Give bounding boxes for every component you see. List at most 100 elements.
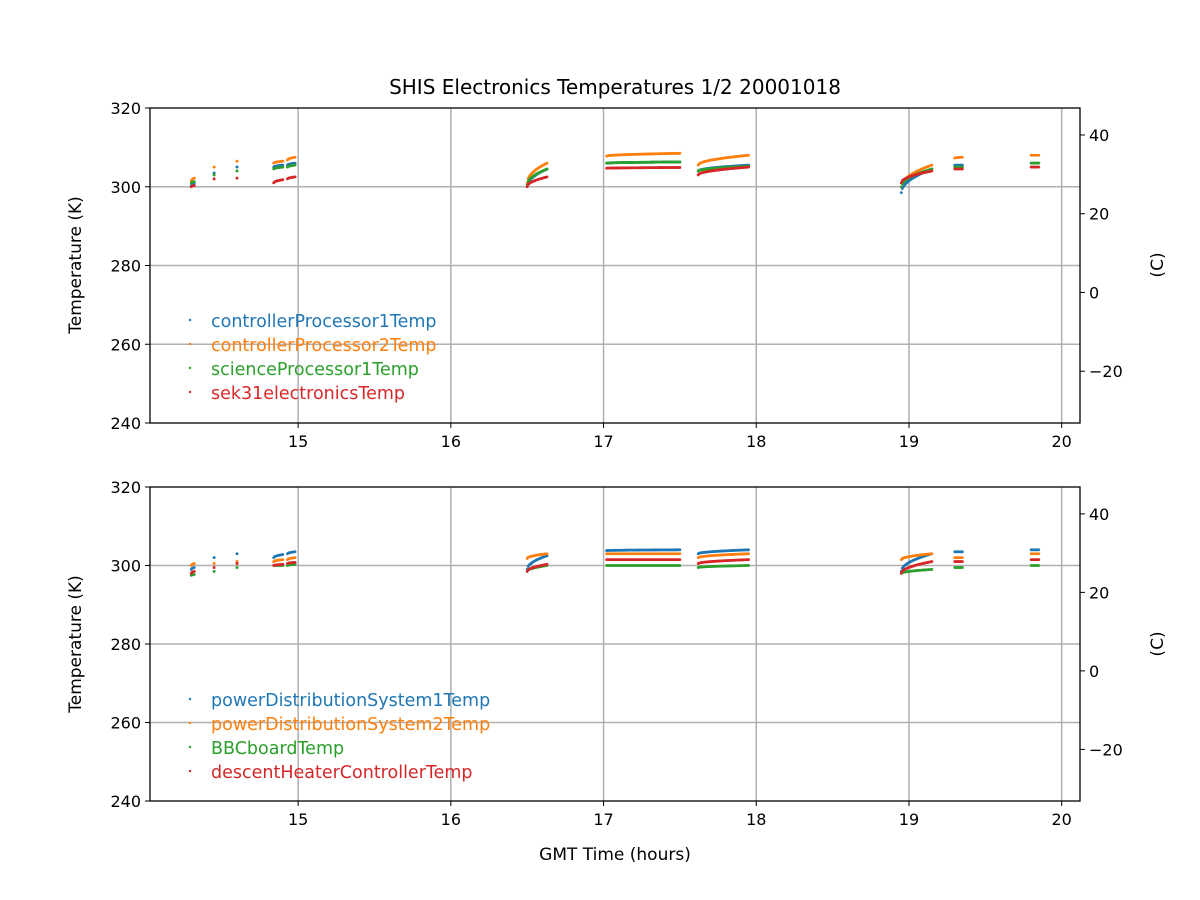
panel-1: 15 16 17 18 19 20 240 260 280 300 320 −20 0 20 40 contr…	[110, 99, 1122, 451]
data-point	[293, 161, 297, 165]
data-point	[212, 556, 216, 560]
data-point	[747, 548, 751, 552]
legend-marker	[188, 745, 192, 749]
data-point	[212, 177, 216, 181]
y-tick-label: 320	[110, 478, 141, 497]
x-tick-label: 20	[1051, 432, 1071, 451]
data-point	[930, 568, 934, 571]
data-point	[212, 171, 216, 175]
data-point	[235, 560, 239, 563]
data-point	[192, 176, 196, 180]
x-axis-label: GMT Time (hours)	[539, 845, 691, 865]
data-point	[678, 548, 682, 552]
data-point	[678, 151, 682, 155]
x-tick-label: 15	[288, 432, 308, 451]
data-point	[545, 167, 549, 171]
legend-marker	[188, 769, 192, 773]
x-tick-label: 17	[593, 432, 613, 451]
data-point	[212, 569, 216, 573]
right-tick-label: −20	[1089, 362, 1123, 381]
data-point	[961, 556, 964, 560]
panel-2: 15 16 17 18 19 20 240 260 280 300 320 −20 0 20 40 power…	[110, 478, 1122, 829]
data-point	[678, 558, 682, 562]
legend-marker	[188, 318, 192, 322]
data-point	[281, 558, 285, 562]
data-point	[1037, 165, 1041, 169]
legend-label: scienceProcessor1Temp	[211, 360, 419, 380]
series-sek31electronicsTemp	[189, 165, 1041, 189]
axes-frame	[149, 107, 1081, 424]
data-point	[961, 560, 964, 563]
data-point	[961, 566, 964, 569]
data-point	[192, 566, 196, 569]
series-powerDistributionSystem1Temp	[189, 548, 1041, 573]
data-point	[678, 160, 682, 164]
right-tick-label: 40	[1089, 126, 1109, 145]
data-point	[747, 165, 751, 169]
data-point	[281, 553, 285, 556]
data-point	[293, 175, 297, 179]
right-axis-label-top: (C)	[1148, 252, 1168, 277]
data-point	[930, 552, 934, 556]
x-tick-label: 16	[441, 432, 461, 451]
x-tick-label: 17	[593, 810, 613, 829]
right-tick-label: 40	[1089, 505, 1109, 524]
legend-marker	[188, 721, 192, 725]
data-point	[1037, 548, 1041, 552]
data-point	[293, 556, 297, 560]
legend-label: sek31electronicsTemp	[211, 384, 405, 404]
right-tick-label: 20	[1089, 205, 1109, 224]
data-point	[678, 552, 682, 556]
data-point	[961, 167, 964, 171]
data-point	[930, 167, 934, 171]
data-point	[747, 564, 751, 567]
data-point	[1037, 161, 1041, 165]
data-point	[293, 163, 297, 167]
legend-marker	[188, 697, 192, 701]
data-point	[1037, 558, 1041, 562]
legend-marker	[188, 366, 192, 370]
data-point	[747, 558, 751, 562]
data-point	[545, 161, 549, 165]
data-point	[235, 165, 239, 169]
data-point	[192, 562, 196, 565]
data-point	[293, 155, 297, 159]
data-point	[678, 166, 682, 169]
y-tick-label: 320	[110, 99, 141, 118]
legend-label: powerDistributionSystem2Temp	[211, 715, 490, 735]
data-point	[899, 185, 903, 189]
x-tick-label: 18	[746, 810, 766, 829]
series-descentHeaterControllerTemp	[189, 558, 1041, 575]
data-point	[747, 153, 751, 157]
data-point	[961, 155, 964, 159]
right-tick-label: −20	[1089, 740, 1123, 759]
right-tick-label: 20	[1089, 583, 1109, 602]
data-point	[235, 159, 239, 163]
legend-label: powerDistributionSystem1Temp	[211, 691, 490, 711]
data-point	[192, 180, 196, 184]
x-tick-label: 15	[288, 810, 308, 829]
right-axis-label-bottom: (C)	[1148, 631, 1168, 656]
data-point	[1037, 153, 1041, 157]
data-point	[293, 560, 297, 564]
legend-marker	[188, 390, 192, 394]
legend-marker	[188, 342, 192, 346]
data-point	[1037, 552, 1041, 556]
data-point	[192, 573, 196, 576]
x-tick-label: 18	[746, 432, 766, 451]
x-tick-label: 16	[441, 810, 461, 829]
data-point	[192, 569, 196, 573]
data-point	[899, 191, 903, 195]
data-point	[930, 169, 934, 173]
data-point	[212, 562, 216, 565]
data-point	[192, 184, 196, 187]
data-point	[281, 165, 285, 169]
y-axis-label-bottom: Temperature (K)	[66, 575, 86, 714]
data-point	[212, 566, 216, 569]
data-point	[281, 562, 285, 566]
data-point	[545, 552, 549, 556]
chart-title: SHIS Electronics Temperatures 1/2 200010…	[389, 75, 841, 99]
data-point	[678, 564, 682, 567]
data-point	[281, 178, 285, 182]
